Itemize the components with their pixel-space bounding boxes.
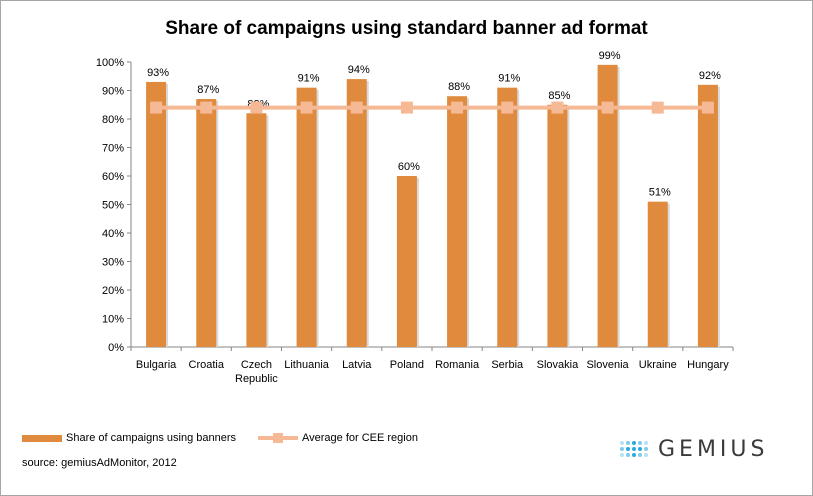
y-tick-label: 10% (102, 314, 124, 326)
y-tick-label: 60% (102, 171, 124, 183)
bar (246, 113, 267, 347)
bar (647, 201, 668, 347)
data-label: 93% (147, 67, 169, 79)
average-marker (400, 101, 413, 114)
y-tick-label: 0% (108, 342, 124, 354)
y-tick-label: 20% (102, 285, 124, 297)
data-label: 87% (197, 84, 219, 96)
x-category-label: Hungary (687, 359, 729, 371)
bar (146, 81, 167, 347)
logo-dots-icon (620, 441, 648, 457)
data-label: 91% (298, 73, 320, 85)
bar (497, 87, 518, 348)
y-tick-label: 70% (102, 143, 124, 155)
x-category-label: Latvia (342, 359, 372, 371)
x-category-label: Slovenia (586, 359, 629, 371)
y-tick-label: 40% (102, 228, 124, 240)
average-marker (250, 101, 263, 114)
average-marker (501, 101, 514, 114)
y-tick-label: 90% (102, 86, 124, 98)
source-note: source: gemiusAdMonitor, 2012 (22, 457, 177, 469)
y-tick-label: 50% (102, 200, 124, 212)
bar (597, 64, 618, 347)
gemius-logo: GEMIUS (620, 436, 769, 462)
x-category-label: Bulgaria (136, 359, 177, 371)
legend-label-banners: Share of campaigns using banners (66, 432, 236, 444)
data-label: 94% (348, 64, 370, 76)
x-category-label: Serbia (491, 359, 524, 371)
y-tick-label: 30% (102, 257, 124, 269)
data-label: 91% (498, 73, 520, 85)
legend-item-average: Average for CEE region (258, 432, 418, 444)
y-tick-label: 80% (102, 114, 124, 126)
chart-title: Share of campaigns using standard banner… (165, 18, 648, 39)
bar (196, 99, 217, 347)
logo-text: GEMIUS (658, 436, 769, 462)
data-label: 51% (649, 187, 671, 199)
average-marker (300, 101, 313, 114)
average-marker (200, 101, 213, 114)
x-category-label: Lithuania (284, 359, 330, 371)
average-marker (150, 101, 163, 114)
legend-swatch-banners (22, 434, 62, 442)
average-marker (551, 101, 564, 114)
average-marker (651, 101, 664, 114)
data-label: 88% (448, 81, 470, 93)
x-category-label: Poland (390, 359, 424, 371)
legend-swatch-average (258, 433, 298, 443)
legend-label-average: Average for CEE region (302, 432, 418, 444)
bar (447, 96, 468, 347)
data-label: 92% (699, 70, 721, 82)
bar (547, 104, 568, 347)
bar (697, 84, 718, 348)
data-label: 99% (599, 50, 621, 62)
data-label: 60% (398, 161, 420, 173)
average-marker (701, 101, 714, 114)
y-tick-label: 100% (96, 57, 124, 69)
x-category-label: Croatia (189, 359, 225, 371)
x-category-label: Romania (435, 359, 480, 371)
bar (296, 87, 317, 348)
average-marker (451, 101, 464, 114)
data-label: 85% (548, 90, 570, 102)
bar (346, 79, 367, 347)
bar (396, 176, 417, 347)
average-marker (350, 101, 363, 114)
average-marker (601, 101, 614, 114)
x-category-label: Slovakia (537, 359, 579, 371)
x-category-label: Republic (235, 373, 278, 385)
legend-item-banners: Share of campaigns using banners (22, 432, 236, 444)
x-category-label: Czech (241, 359, 272, 371)
x-category-label: Ukraine (639, 359, 677, 371)
